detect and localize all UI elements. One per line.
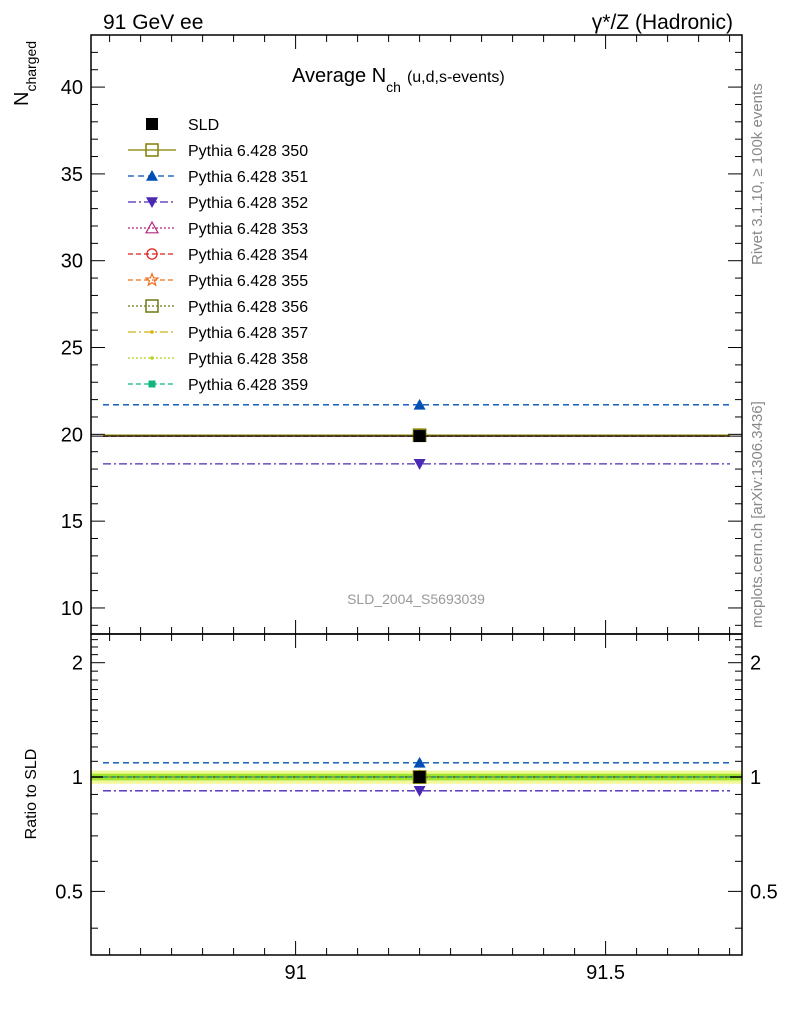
legend-label: SLD (188, 117, 219, 134)
legend-marker (145, 143, 159, 157)
top-ytick-label: 35 (61, 164, 83, 186)
legend-entry: SLD (146, 117, 219, 134)
legend-label: Pythia 6.428 355 (188, 273, 308, 290)
legend-entry: Pythia 6.428 358 (128, 351, 308, 368)
top-ytick-label: 25 (61, 338, 83, 360)
legend-label: Pythia 6.428 353 (188, 221, 308, 238)
top-plot-layer: 10 15 20 25 30 35 40 (61, 34, 743, 635)
legend-marker (144, 272, 160, 287)
ratio-ytick-label-left: 2 (72, 653, 83, 675)
top-ytick-label: 30 (61, 251, 83, 273)
ratio-xtick-label: 91.5 (586, 962, 625, 984)
ratio-ytick-label-right: 2 (750, 653, 761, 675)
ratio-ytick-label-left: 0.5 (55, 881, 83, 903)
legend-marker (146, 248, 158, 260)
mcplots-label: mcplots.cern.ch [arXiv:1306.3436] (749, 401, 766, 628)
legend-label: Pythia 6.428 351 (188, 169, 308, 186)
legend-marker (148, 380, 156, 388)
top-ytick-label: 40 (61, 77, 83, 99)
top-ylabel-sub: charged (23, 41, 39, 92)
legend-marker (146, 170, 158, 181)
analysis-watermark: SLD_2004_S5693039 (347, 591, 485, 607)
legend-marker (150, 330, 154, 334)
ratio-ytick-label-right: 0.5 (750, 881, 778, 903)
legend-label: Pythia 6.428 350 (188, 143, 308, 160)
legend-entry: Pythia 6.428 353 (128, 220, 308, 238)
legend-marker (146, 118, 158, 130)
series-marker (413, 430, 426, 443)
ratio-ylabel: Ratio to SLD (23, 749, 40, 840)
legend-entry: Pythia 6.428 354 (128, 247, 308, 264)
main-title-suffix: (u,d,s-events) (407, 69, 505, 86)
legend-entry: Pythia 6.428 351 (128, 169, 308, 186)
top-ytick-label: 10 (61, 598, 83, 620)
main-title: Average Nch (u,d,s-events) (292, 65, 505, 95)
main-title-text: Average N (292, 65, 386, 87)
series-marker (413, 398, 426, 410)
legend-entry: Pythia 6.428 357 (128, 325, 308, 342)
legend-entry: Pythia 6.428 350 (128, 143, 308, 160)
legend-marker (146, 197, 158, 208)
legend-marker (145, 299, 159, 313)
top-ytick-label: 15 (61, 511, 83, 533)
legend: SLD Pythia 6.428 350 Pythia 6.428 351 Pythi… (128, 117, 308, 394)
top-ytick-label: 20 (61, 424, 83, 446)
legend-marker (150, 356, 154, 360)
legend-label: Pythia 6.428 352 (188, 195, 308, 212)
header-right-label: γ*/Z (Hadronic) (592, 11, 733, 34)
ratio-plot-frame (90, 633, 743, 956)
rivet-label: Rivet 3.1.10, ≥ 100k events (749, 83, 766, 265)
ratio-series-marker (413, 785, 426, 797)
ratio-ytick-label-left: 1 (72, 767, 83, 789)
ratio-ytick-label-right: 1 (750, 767, 761, 789)
legend-label: Pythia 6.428 359 (188, 377, 308, 394)
legend-entry: Pythia 6.428 359 (128, 377, 308, 394)
ratio-xtick-label: 91 (284, 962, 306, 984)
legend-entry: Pythia 6.428 356 (128, 299, 308, 316)
legend-marker (144, 220, 160, 234)
header-left-label: 91 GeV ee (103, 11, 203, 34)
main-title-sub: ch (386, 79, 401, 95)
legend-label: Pythia 6.428 358 (188, 351, 308, 368)
series-marker (413, 459, 426, 470)
top-ylabel: Ncharged (11, 41, 39, 106)
legend-label: Pythia 6.428 357 (188, 325, 308, 342)
ratio-series-marker (413, 771, 426, 784)
legend-entry: Pythia 6.428 355 (128, 272, 308, 290)
legend-label: Pythia 6.428 356 (188, 299, 308, 316)
legend-label: Pythia 6.428 354 (188, 247, 308, 264)
top-ylabel-text: N (11, 92, 33, 106)
ratio-series-marker (413, 756, 426, 768)
ratio-plot-layer: 91 91.5 0.5 0.5 1 1 2 2 (55, 633, 778, 984)
legend-entry: Pythia 6.428 352 (128, 195, 308, 212)
